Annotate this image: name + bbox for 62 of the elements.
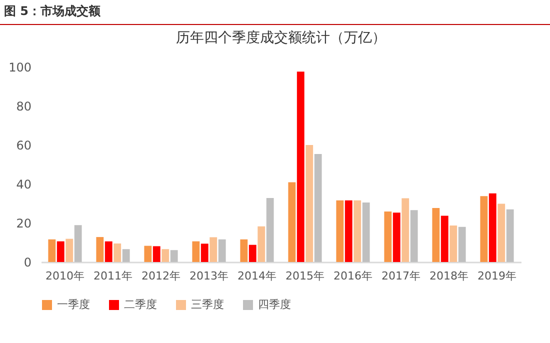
x-tick-label: 2016年 (334, 270, 372, 282)
bar (66, 238, 74, 262)
bar (314, 154, 322, 262)
bar (96, 237, 104, 262)
caption: 图 5：市场成交额 (0, 0, 550, 25)
x-tick-label: 2012年 (142, 270, 180, 282)
bar (248, 244, 256, 262)
bar (480, 196, 488, 262)
bar (392, 212, 400, 262)
bar (56, 241, 64, 262)
bar (170, 250, 178, 262)
legend-label: 一季度 (57, 298, 90, 311)
y-tick-label: 80 (16, 100, 32, 114)
x-tick-label: 2019年 (478, 270, 516, 282)
x-tick-label: 2010年 (46, 270, 84, 282)
bar (240, 239, 248, 262)
bar (362, 202, 370, 262)
bar (498, 204, 506, 262)
bar (506, 209, 514, 262)
bar (266, 198, 274, 262)
bar (384, 211, 392, 262)
x-tick-label: 2017年 (382, 270, 420, 282)
bar (114, 243, 122, 262)
bar (200, 244, 208, 262)
bar (104, 241, 112, 262)
x-tick-label: 2014年 (238, 270, 276, 282)
y-tick-label: 0 (24, 256, 32, 270)
y-tick-label: 20 (16, 216, 32, 230)
bar (432, 208, 440, 262)
legend-label: 三季度 (191, 298, 224, 311)
legend-label: 四季度 (258, 298, 291, 311)
bar (48, 239, 56, 262)
bar (218, 239, 226, 262)
bar (152, 246, 160, 262)
bar (306, 145, 314, 262)
x-tick-label: 2011年 (94, 270, 132, 282)
x-tick-label: 2018年 (430, 270, 468, 282)
y-tick-label: 100 (8, 60, 32, 74)
bar (296, 72, 304, 262)
bar (74, 225, 82, 262)
chart-title: 历年四个季度成交额统计（万亿） (176, 30, 386, 46)
y-tick-label: 40 (16, 178, 32, 192)
bar (450, 226, 458, 262)
bar (144, 246, 152, 262)
bar (122, 249, 130, 262)
bar (410, 210, 418, 262)
bar (344, 200, 352, 262)
y-tick-label: 60 (16, 138, 32, 152)
bar (288, 182, 296, 262)
bar (354, 200, 362, 262)
x-tick-label: 2015年 (286, 270, 324, 282)
bar (458, 226, 466, 262)
bar (336, 200, 344, 262)
bar (192, 241, 200, 262)
x-tick-label: 2013年 (190, 270, 228, 282)
bar (440, 216, 448, 262)
bar (258, 226, 266, 262)
bar (210, 237, 218, 262)
bar (402, 198, 410, 262)
legend-label: 二季度 (124, 298, 157, 311)
bar (488, 193, 496, 262)
bar (162, 249, 170, 262)
